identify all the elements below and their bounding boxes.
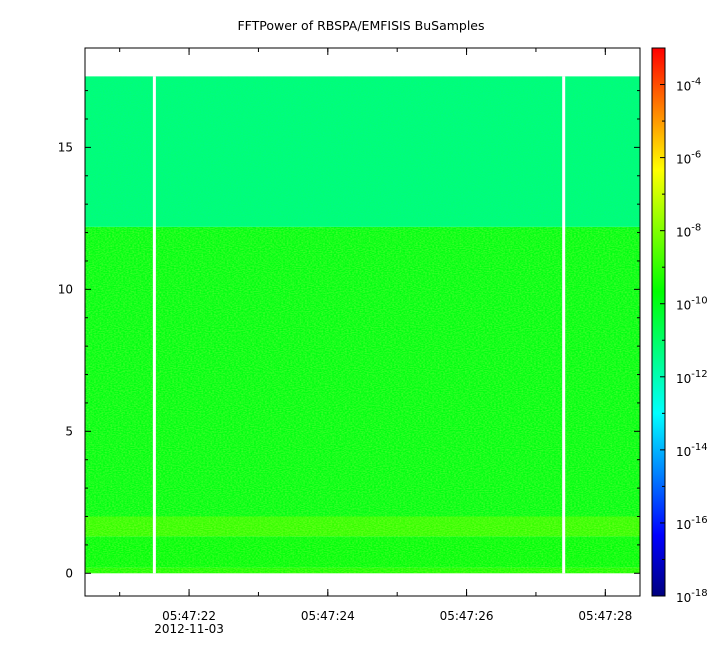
- colorbar-tick-label: 10-16: [676, 515, 708, 532]
- colorbar-gradient: [651, 47, 666, 597]
- spectral-band-texture-2: [85, 516, 640, 537]
- colorbar-tick-label: 10-8: [676, 223, 701, 240]
- y-axis: 0 5 10 15: [58, 90, 640, 580]
- data-gap-0: [152, 76, 156, 574]
- spectrogram-plot-area: [85, 48, 640, 596]
- y-tick-label: 5: [65, 424, 73, 438]
- x-tick-label: 05:47:24: [301, 609, 355, 623]
- y-tick-label: 10: [58, 282, 73, 296]
- colorbar-tick-label: 10-10: [676, 296, 708, 313]
- colorbar-tick-label: 10-18: [676, 588, 708, 605]
- x-tick-label: 05:47:22: [162, 609, 216, 623]
- x-tick-date-label: 2012-11-03: [154, 622, 224, 636]
- colorbar: 10-4 10-6 10-8 10-10 10-12 10-14 10-16 10-18: [651, 47, 708, 605]
- x-tick-label: 05:47:28: [578, 609, 632, 623]
- y-tick-label: 0: [65, 566, 73, 580]
- spectral-band-texture-3: [85, 226, 640, 517]
- x-tick-label: 05:47:26: [440, 609, 494, 623]
- colorbar-tick-label: 10-12: [676, 369, 708, 386]
- colorbar-tick-label: 10-6: [676, 150, 701, 167]
- plot-frame: [84, 47, 641, 597]
- colorbar-tick-label: 10-14: [676, 442, 708, 459]
- data-gap-1: [562, 76, 566, 574]
- spectral-band-texture-0: [85, 567, 640, 574]
- spectral-band-texture-4: [85, 76, 640, 227]
- y-tick-label: 15: [58, 140, 73, 154]
- colorbar-tick-label: 10-4: [676, 77, 701, 94]
- spectral-band-texture-1: [85, 536, 640, 568]
- chart-title: FFTPower of RBSPA/EMFISIS BuSamples: [237, 18, 484, 33]
